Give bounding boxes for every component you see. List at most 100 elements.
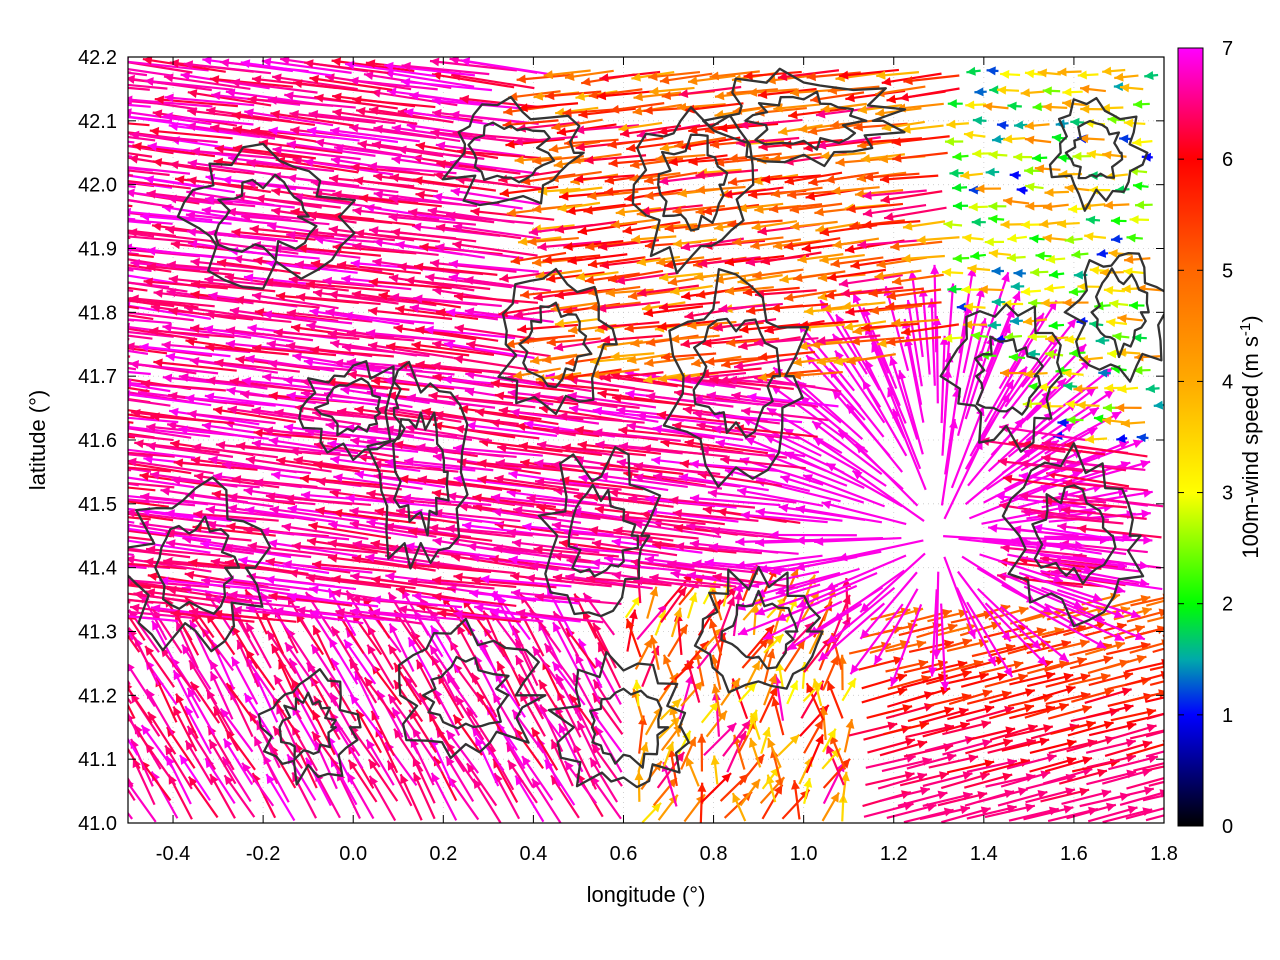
wind-vector-head — [86, 324, 95, 333]
wind-vector — [803, 777, 813, 805]
wind-vector — [128, 468, 132, 472]
wind-vector-head — [249, 711, 258, 722]
wind-vector — [906, 753, 957, 770]
wind-vector-shaft — [1125, 807, 1164, 820]
wind-vector-shaft — [1146, 765, 1164, 772]
wind-vector — [368, 775, 397, 822]
wind-vector — [826, 680, 844, 719]
wind-vector-shaft — [128, 482, 139, 487]
wind-vector-shaft — [179, 754, 211, 801]
wind-vector-head — [116, 690, 124, 700]
wind-vector-head — [1037, 789, 1048, 799]
wind-vector — [393, 728, 424, 772]
wind-vector-head — [55, 292, 65, 301]
wind-vector — [1067, 720, 1114, 737]
wind-vector — [128, 289, 134, 293]
wind-vector-head — [815, 734, 824, 745]
wind-vector-head — [63, 456, 73, 465]
wind-vector-head — [551, 739, 560, 750]
wind-vector-head — [213, 706, 223, 717]
wind-vector-head — [830, 792, 839, 803]
wind-vector-head — [959, 721, 970, 731]
wind-vector-head — [902, 704, 913, 713]
wind-vector — [726, 730, 747, 773]
wind-vector-head — [1146, 723, 1157, 733]
wind-vector — [710, 755, 720, 785]
wind-vector — [507, 759, 538, 804]
wind-vector — [899, 771, 950, 787]
wind-vector — [128, 703, 136, 719]
wind-vector-head — [101, 777, 110, 787]
wind-vector-head — [109, 709, 118, 719]
wind-vector-head — [762, 727, 771, 738]
wind-vector-head — [72, 478, 81, 487]
wind-vector-head — [472, 727, 482, 738]
wind-vector-head — [671, 698, 682, 709]
wind-vector — [589, 757, 619, 803]
wind-vector-head — [128, 390, 131, 400]
wind-vector-head — [111, 611, 120, 621]
wind-vector — [550, 774, 580, 819]
wind-vector-head — [1166, 803, 1176, 812]
wind-vector-head — [43, 323, 53, 332]
wind-vector-head — [1106, 802, 1116, 812]
wind-vector — [865, 771, 915, 787]
wind-vector-head — [1148, 754, 1158, 764]
wind-vector-head — [455, 696, 465, 707]
wind-vector-shaft — [253, 672, 279, 723]
wind-vector-head — [210, 774, 219, 785]
wind-vector — [805, 682, 825, 721]
wind-vector — [1044, 756, 1093, 773]
wind-vector — [485, 704, 518, 751]
wind-vector — [662, 741, 675, 770]
wind-vector — [897, 790, 948, 807]
wind-vector-shaft — [1145, 814, 1164, 822]
wind-vector-head — [466, 763, 476, 774]
wind-vector — [1023, 805, 1074, 821]
wind-vector — [637, 741, 649, 773]
wind-vector — [822, 758, 851, 789]
wind-vector-head — [274, 675, 283, 686]
wind-vector-head — [518, 674, 527, 685]
wind-vector-head — [224, 775, 234, 786]
wind-vector-head — [46, 344, 55, 353]
wind-vector-head — [173, 706, 182, 717]
wind-vector-head — [1101, 789, 1112, 798]
wind-vector-head — [117, 405, 127, 414]
wind-vector-head — [717, 710, 727, 721]
wind-vector-shaft — [128, 616, 136, 620]
wind-vector-head — [73, 608, 82, 617]
wind-vector-head — [1079, 787, 1090, 797]
wind-vector-head — [105, 471, 115, 480]
wind-vector — [223, 774, 256, 818]
wind-vector-head — [114, 726, 123, 736]
wind-vector-head — [486, 705, 496, 716]
wind-vector — [128, 787, 136, 802]
wind-vector — [445, 673, 478, 719]
wind-vector — [1145, 814, 1164, 822]
wind-vector-head — [84, 541, 93, 550]
wind-vector — [771, 696, 785, 736]
wind-vector — [805, 733, 824, 774]
wind-vector-head — [887, 721, 898, 731]
wind-vector — [1126, 777, 1164, 790]
wind-vector-head — [394, 680, 403, 691]
wind-vector — [700, 772, 732, 804]
wind-vector-head — [651, 802, 662, 813]
wind-vector-head — [165, 745, 174, 756]
wind-vector — [940, 772, 990, 790]
wind-vector — [977, 787, 1029, 803]
wind-vector — [1040, 787, 1090, 803]
wind-vector — [1146, 765, 1164, 772]
wind-vector-head — [128, 322, 131, 332]
wind-vector-head — [475, 736, 484, 748]
wind-vector — [761, 784, 784, 820]
wind-vector — [1001, 737, 1050, 752]
wind-vector — [592, 678, 623, 724]
wind-vector — [685, 756, 700, 787]
wind-vector-head — [675, 752, 685, 762]
wind-vector — [368, 758, 399, 802]
wind-vector-head — [769, 686, 778, 697]
wind-vector-shaft — [128, 747, 141, 770]
wind-vector — [179, 754, 211, 801]
